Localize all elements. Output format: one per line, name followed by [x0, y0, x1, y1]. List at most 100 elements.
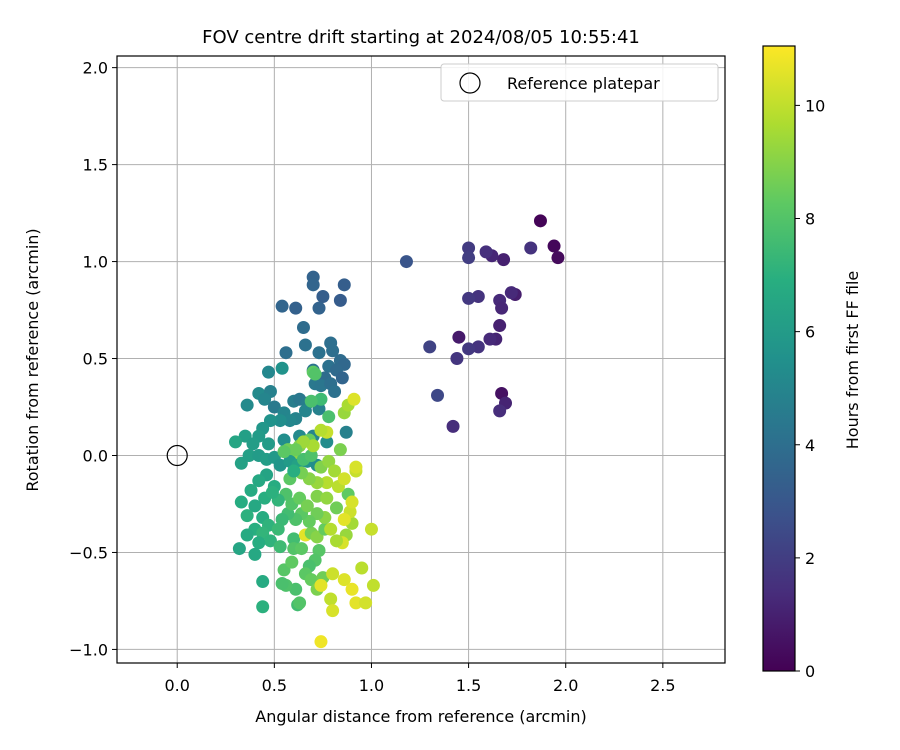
data-point — [462, 291, 476, 305]
data-point — [314, 423, 328, 437]
data-point — [312, 346, 326, 360]
data-point — [471, 289, 485, 303]
data-point — [240, 528, 254, 542]
y-tick-label: 1.5 — [83, 156, 108, 175]
data-point — [265, 485, 279, 499]
colorbar-tick-label: 0 — [805, 662, 815, 681]
legend: Reference platepar — [440, 63, 719, 102]
data-point — [306, 278, 320, 292]
data-point — [431, 388, 445, 402]
data-point — [320, 491, 334, 505]
data-point — [234, 495, 248, 509]
data-point — [333, 293, 347, 307]
data-point — [328, 384, 342, 398]
data-point — [337, 472, 351, 486]
data-point — [304, 448, 318, 462]
y-tick-label: −0.5 — [69, 543, 108, 562]
data-point — [326, 604, 340, 618]
data-point — [471, 340, 485, 354]
data-point — [244, 483, 258, 497]
y-tick-label: 1.0 — [83, 253, 108, 272]
data-point — [310, 489, 324, 503]
x-axis-label: Angular distance from reference (arcmin) — [255, 707, 586, 726]
data-point — [240, 398, 254, 412]
data-point — [314, 578, 328, 592]
data-point — [345, 495, 359, 509]
data-point — [493, 404, 507, 418]
data-point — [256, 600, 270, 614]
chart-title: FOV centre drift starting at 2024/08/05 … — [202, 27, 640, 48]
data-point — [314, 635, 328, 649]
data-point — [462, 342, 476, 356]
x-tick-label: 0.5 — [262, 676, 287, 695]
reference-marker — [166, 444, 188, 467]
data-point — [347, 392, 361, 406]
data-point — [483, 332, 497, 346]
data-point — [263, 534, 277, 548]
colorbar-tick-label: 4 — [805, 436, 815, 455]
data-point — [547, 239, 561, 253]
data-point — [326, 344, 340, 358]
data-point — [262, 365, 276, 379]
data-point — [242, 448, 256, 462]
y-tick-label: 2.0 — [83, 59, 108, 78]
data-point — [328, 464, 342, 478]
data-point — [308, 367, 322, 381]
data-point — [300, 499, 314, 513]
data-point — [275, 512, 289, 526]
data-point — [359, 596, 373, 610]
data-point — [324, 592, 338, 606]
data-point — [322, 454, 336, 468]
data-point — [330, 534, 344, 548]
y-axis-ticks: −1.0 −0.5 0.0 0.5 1.0 1.5 2.0 — [69, 59, 117, 659]
plot-frame — [116, 55, 726, 664]
data-point — [462, 241, 476, 255]
data-point — [277, 445, 291, 459]
data-point — [289, 443, 303, 457]
data-point — [364, 522, 378, 536]
data-point — [497, 253, 511, 267]
legend-label: Reference platepar — [507, 74, 660, 93]
y-tick-label: 0.5 — [83, 350, 108, 369]
data-point — [296, 321, 310, 335]
data-point — [248, 499, 262, 513]
data-point — [330, 501, 344, 515]
colorbar-ticks: 0 2 4 6 8 10 — [795, 96, 825, 681]
data-point — [533, 214, 547, 228]
data-point — [322, 410, 336, 424]
data-point — [495, 301, 509, 315]
data-point — [320, 476, 334, 490]
x-axis-ticks: 0.0 0.5 1.0 1.5 2.0 2.5 — [164, 663, 676, 695]
data-point — [228, 435, 242, 449]
data-point — [262, 437, 276, 451]
data-point — [273, 540, 287, 554]
y-tick-label: 0.0 — [83, 446, 108, 465]
data-point — [258, 392, 272, 406]
data-point — [337, 512, 351, 526]
data-point — [314, 379, 328, 393]
grid-lines — [117, 56, 725, 663]
data-point — [275, 299, 289, 313]
data-point — [295, 542, 309, 556]
data-points — [228, 214, 565, 649]
data-point — [248, 547, 262, 561]
data-point — [349, 460, 363, 474]
data-point — [337, 573, 351, 587]
colorbar-gradient — [762, 45, 796, 672]
data-point — [366, 578, 380, 592]
data-point — [287, 464, 301, 478]
data-point — [252, 536, 266, 550]
data-point — [504, 286, 518, 300]
data-point — [240, 509, 254, 523]
data-point — [298, 338, 312, 352]
x-tick-label: 1.0 — [359, 676, 384, 695]
data-point — [275, 576, 289, 590]
data-point — [452, 330, 466, 344]
legend-box — [440, 63, 719, 102]
data-point — [479, 245, 493, 259]
data-point — [462, 251, 476, 265]
data-point — [316, 289, 330, 303]
x-tick-label: 1.5 — [456, 676, 481, 695]
x-tick-label: 0.0 — [164, 676, 189, 695]
